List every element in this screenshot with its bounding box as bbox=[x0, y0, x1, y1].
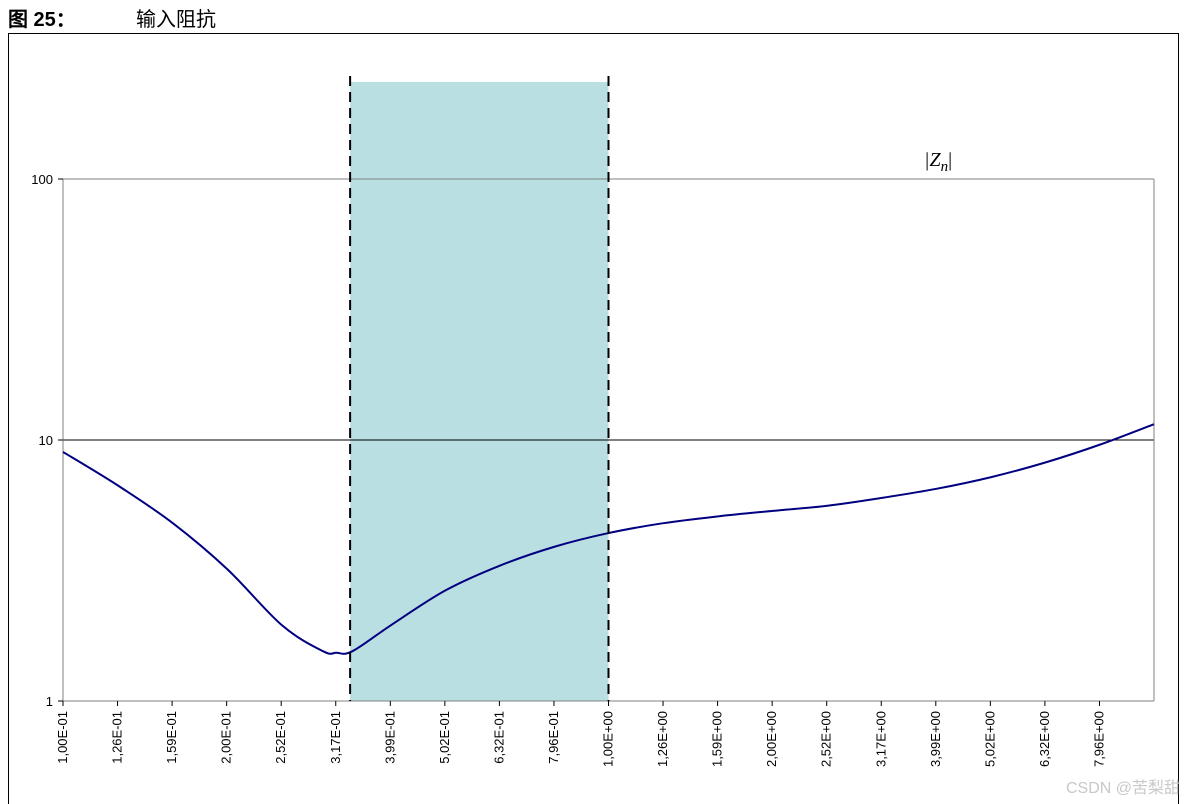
chart-frame bbox=[8, 33, 1179, 804]
series-line-0 bbox=[62, 423, 1155, 655]
x-tick-label: 7,96E+00 bbox=[1091, 711, 1106, 767]
x-tick-label: 2,52E+00 bbox=[819, 711, 834, 767]
x-tick-label: 5,02E+00 bbox=[982, 711, 997, 767]
x-tick-label: 6,32E-01 bbox=[491, 711, 506, 764]
x-tick-label: 3,17E+00 bbox=[873, 711, 888, 767]
x-tick-label: 3,99E+00 bbox=[928, 711, 943, 767]
figure-number: 图 25： bbox=[8, 9, 76, 31]
x-tick-label: 1,59E+00 bbox=[710, 711, 725, 767]
y-tick-label: 100 bbox=[31, 172, 53, 187]
x-tick-label: 1,00E-01 bbox=[55, 711, 70, 764]
x-tick-label: 6,32E+00 bbox=[1037, 711, 1052, 767]
x-tick-label: 1,26E+00 bbox=[655, 711, 670, 767]
y-tick-label: 1 bbox=[46, 694, 53, 709]
x-tick-label: 3,99E-01 bbox=[382, 711, 397, 764]
series-label: |Zn| bbox=[924, 149, 952, 175]
figure-title: 输入阻抗 bbox=[136, 9, 216, 31]
x-tick-labels: 1,00E-01 1,26E-01 1,59E-01 2,00E-01 2,52E-01… bbox=[55, 701, 1106, 767]
x-tick-label: 1,59E-01 bbox=[164, 711, 179, 764]
x-tick-label: 1,26E-01 bbox=[110, 711, 125, 764]
watermark: CSDN @苦梨甜 bbox=[1065, 780, 1180, 797]
series-group bbox=[62, 423, 1155, 655]
x-tick-label: 7,96E-01 bbox=[546, 711, 561, 764]
y-tick-labels: 1 10 100 bbox=[31, 172, 53, 709]
x-tick-label: 5,02E-01 bbox=[437, 711, 452, 764]
x-tick-label: 2,00E-01 bbox=[219, 711, 234, 764]
highlight-band-group bbox=[350, 82, 609, 701]
y-tick-label: 10 bbox=[39, 433, 53, 448]
highlight-band bbox=[350, 82, 609, 701]
x-tick-label: 3,17E-01 bbox=[328, 711, 343, 764]
band-boundaries bbox=[349, 76, 610, 701]
x-tick-label: 2,52E-01 bbox=[273, 711, 288, 764]
x-tick-label: 2,00E+00 bbox=[764, 711, 779, 767]
x-tick-label: 1,00E+00 bbox=[601, 711, 616, 767]
